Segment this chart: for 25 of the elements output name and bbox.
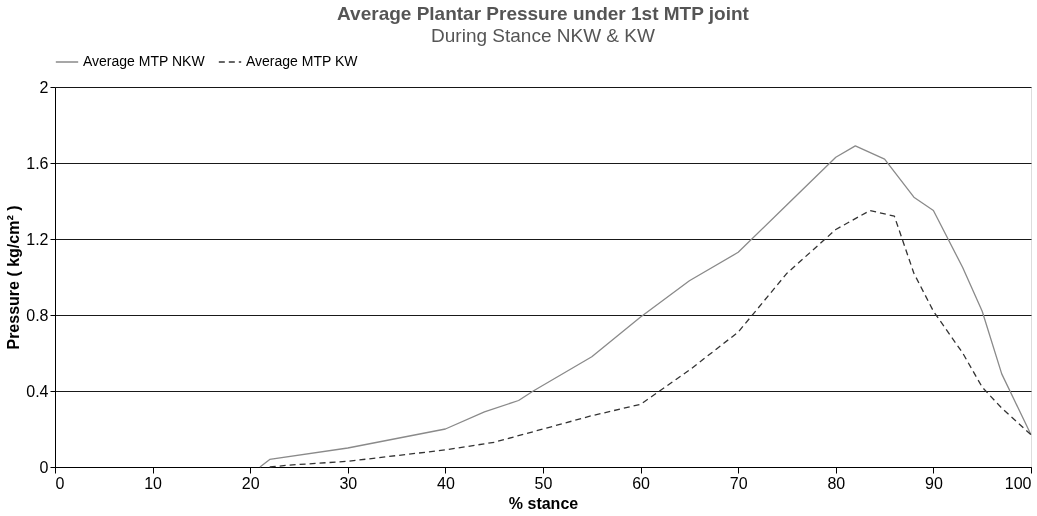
y-tick-label: 2 xyxy=(39,78,49,96)
x-tick-label: 60 xyxy=(632,474,651,492)
y-tick-label: 0 xyxy=(39,458,49,476)
x-tick-label: 100 xyxy=(1004,474,1032,492)
x-tick-label: 20 xyxy=(241,474,260,492)
x-tick-label: 40 xyxy=(437,474,455,492)
y-tick-label: 0.8 xyxy=(26,306,49,324)
line-series xyxy=(259,145,1032,468)
y-tick-label: 1.2 xyxy=(26,230,49,248)
legend-label: Average MTP NKW xyxy=(83,53,206,69)
y-axis-title: Pressure ( kg/cm² ) xyxy=(5,205,23,350)
x-tick-label: 80 xyxy=(827,474,846,492)
y-tick-label: 1.6 xyxy=(26,154,49,172)
x-tick-label: 90 xyxy=(925,474,943,492)
chart-subtitle: During Stance NKW & KW xyxy=(431,25,655,46)
y-tick-label: 0.4 xyxy=(26,382,49,400)
x-tick-label: 10 xyxy=(144,474,163,492)
x-tick-label: 0 xyxy=(55,474,65,492)
chart-title: Average Plantar Pressure under 1st MTP joint xyxy=(337,3,750,24)
x-axis-title: % stance xyxy=(508,494,579,512)
legend-label: Average MTP KW xyxy=(246,53,359,69)
line-series xyxy=(269,209,1032,468)
x-tick-label: 30 xyxy=(339,474,358,492)
x-tick-label: 70 xyxy=(729,474,748,492)
x-tick-label: 50 xyxy=(534,474,553,492)
